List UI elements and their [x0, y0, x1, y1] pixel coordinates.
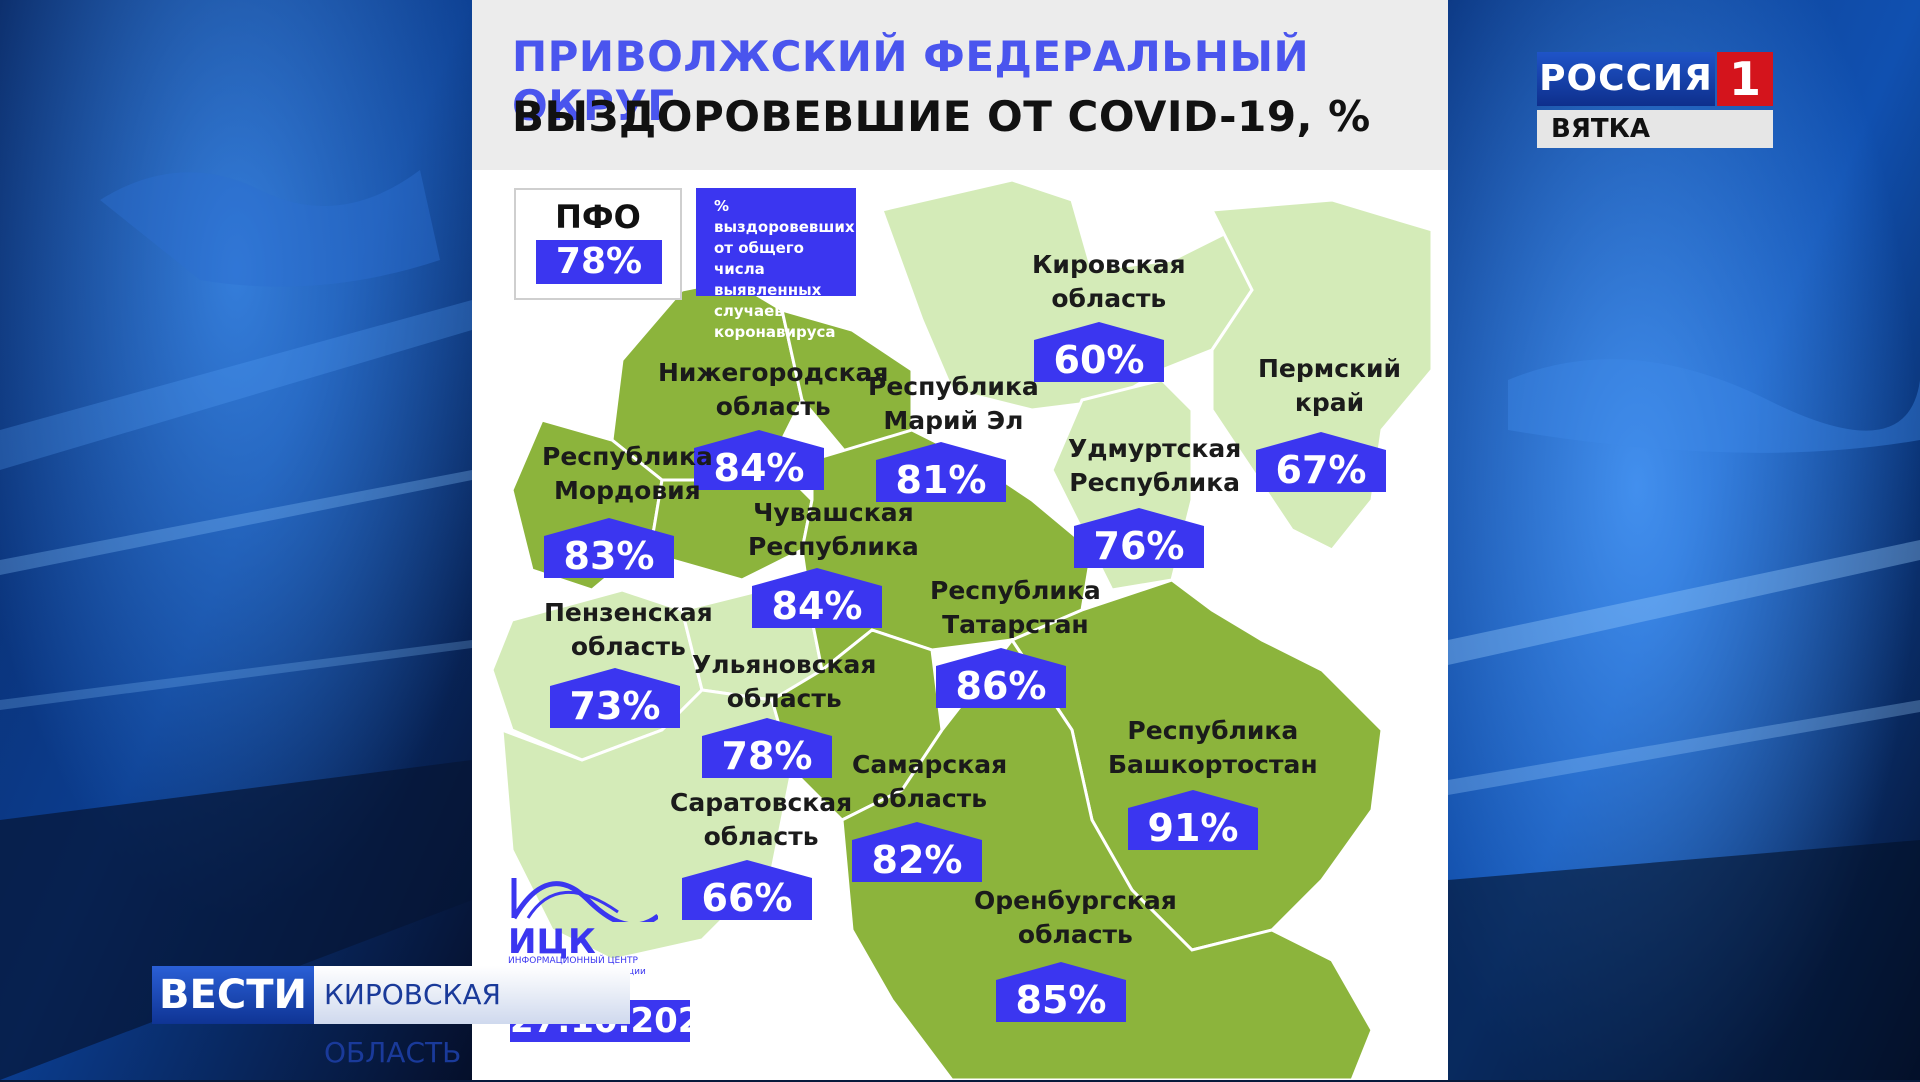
district-summary-box: ПФО 78%	[514, 188, 682, 300]
source-logo-text: ИЦК	[508, 922, 596, 962]
region-badge-mordovia: 83%	[544, 518, 674, 578]
region-label-mari-el: Республика Марий Эл	[868, 372, 1039, 435]
title-district: ПРИВОЛЖСКИЙ ФЕДЕРАЛЬНЫЙ ОКРУГ	[512, 32, 1310, 130]
region-value-mari-el: 81%	[895, 458, 987, 502]
region-value-ulyanovsk: 78%	[721, 734, 813, 778]
background-left	[0, 0, 472, 1080]
district-summary-label: ПФО	[555, 198, 641, 236]
infographic-panel: ПРИВОЛЖСКИЙ ФЕДЕРАЛЬНЫЙ ОКРУГ ВЫЗДОРОВЕВ…	[472, 0, 1448, 1080]
region-value-udmurtia: 76%	[1093, 524, 1185, 568]
region-badge-chuvashia: 84%	[752, 568, 882, 628]
region-badge-orenburg: 85%	[996, 962, 1126, 1022]
legend-line-4: коронавируса	[714, 323, 836, 341]
title-band: ПРИВОЛЖСКИЙ ФЕДЕРАЛЬНЫЙ ОКРУГ ВЫЗДОРОВЕВ…	[472, 0, 1448, 170]
region-label-udmurtia: Удмуртская Республика	[1068, 434, 1242, 497]
region-value-penza: 73%	[569, 684, 661, 728]
source-logo-icon	[511, 878, 658, 922]
region-label-samara: Самарская область	[852, 750, 1008, 813]
source-logo-subtitle: ИНФОРМАЦИОННЫЙ ЦЕНТР ции	[508, 956, 646, 977]
region-value-samara: 82%	[871, 838, 963, 882]
region-label-tatarstan: Республика Татарстан	[930, 576, 1101, 639]
region-badge-samara: 82%	[852, 822, 982, 882]
region-badge-ulyanovsk: 78%	[702, 718, 832, 778]
lower-third-region: КИРОВСКАЯ ОБЛАСТЬ	[314, 966, 630, 1069]
region-label-nizhny-novgorod: Нижегородская область	[658, 358, 889, 421]
lower-third: ВЕСТИ КИРОВСКАЯ ОБЛАСТЬ	[152, 966, 630, 1069]
region-label-ulyanovsk: Ульяновская область	[692, 650, 877, 713]
channel-logo: РОССИЯ 1 ВЯТКА	[1537, 52, 1773, 152]
region-value-saratov: 66%	[701, 876, 793, 920]
district-summary-value: 78%	[536, 240, 662, 284]
region-badge-tatarstan: 86%	[936, 648, 1066, 708]
legend-box: % выздоровевших от общего числа выявленн…	[696, 188, 856, 341]
region-badge-saratov: 66%	[682, 860, 812, 920]
region-badge-nizhny-novgorod: 84%	[694, 430, 824, 490]
region-value-bashkortostan: 91%	[1147, 806, 1239, 850]
region-label-mordovia: Республика Мордовия	[542, 442, 713, 505]
region-value-mordovia: 83%	[563, 534, 655, 578]
region-badge-kirov: 60%	[1034, 322, 1164, 382]
region-badge-bashkortostan: 91%	[1128, 790, 1258, 850]
region-label-bashkortostan: Республика Башкортостан	[1108, 716, 1318, 779]
region-value-nizhny-novgorod: 84%	[713, 446, 805, 490]
region-label-saratov: Саратовская область	[670, 788, 853, 851]
region-value-orenburg: 85%	[1015, 978, 1107, 1022]
region-label-chuvashia: Чувашская Республика	[748, 498, 919, 561]
lower-third-brand: ВЕСТИ	[152, 966, 314, 1024]
legend-line-1: % выздоровевших	[714, 197, 855, 236]
region-value-chuvashia: 84%	[771, 584, 863, 628]
background-left-art	[0, 0, 472, 1080]
legend-line-3: выявленных случаев	[714, 281, 822, 320]
background-right	[1448, 0, 1920, 1080]
region-label-orenburg: Оренбургская область	[974, 886, 1177, 949]
region-badge-penza: 73%	[550, 668, 680, 728]
region-value-perm: 67%	[1275, 448, 1367, 492]
region-label-kirov: Кировская область	[1032, 250, 1186, 313]
region-value-kirov: 60%	[1053, 338, 1145, 382]
region-badge-mari-el: 81%	[876, 442, 1006, 502]
region-value-tatarstan: 86%	[955, 664, 1047, 708]
title-metric: ВЫЗДОРОВЕВШИЕ ОТ COVID-19, %	[512, 92, 1371, 141]
channel-number: 1	[1717, 52, 1773, 106]
region-label-penza: Пензенская область	[544, 598, 713, 661]
background-right-art	[1448, 0, 1920, 1080]
legend-line-2: от общего числа	[714, 239, 804, 278]
region-badge-perm: 67%	[1256, 432, 1386, 492]
channel-name: РОССИЯ	[1537, 52, 1715, 106]
channel-region: ВЯТКА	[1537, 110, 1773, 148]
region-badge-udmurtia: 76%	[1074, 508, 1204, 568]
region-label-perm: Пермский край	[1258, 354, 1402, 417]
